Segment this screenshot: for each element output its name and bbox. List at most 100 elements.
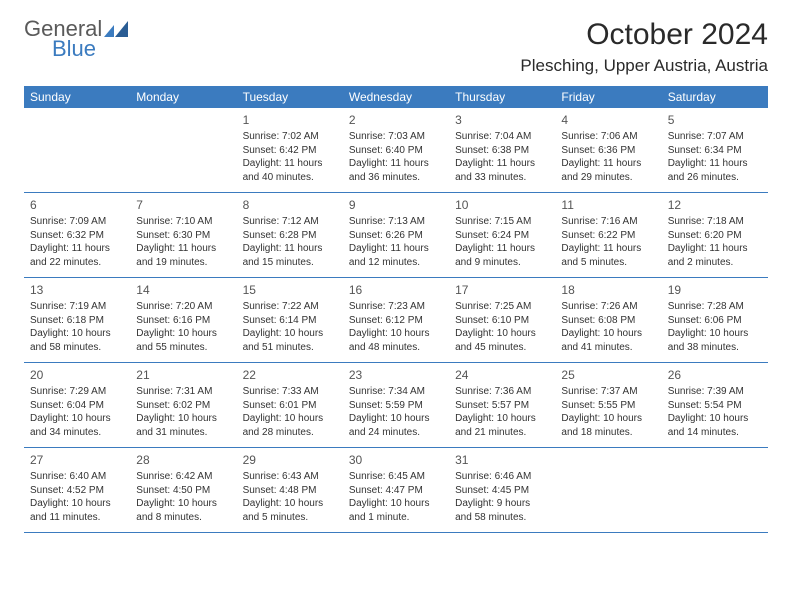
day-cell: 23Sunrise: 7:34 AMSunset: 5:59 PMDayligh…: [343, 363, 449, 447]
day-number: 29: [243, 452, 337, 468]
sunrise-line: Sunrise: 6:46 AM: [455, 470, 549, 484]
day-cell: 15Sunrise: 7:22 AMSunset: 6:14 PMDayligh…: [237, 278, 343, 362]
sunset-line: Sunset: 5:57 PM: [455, 399, 549, 413]
day-cell: 13Sunrise: 7:19 AMSunset: 6:18 PMDayligh…: [24, 278, 130, 362]
weeks: 1Sunrise: 7:02 AMSunset: 6:42 PMDaylight…: [24, 108, 768, 533]
sunrise-line: Sunrise: 7:15 AM: [455, 215, 549, 229]
sunset-line: Sunset: 6:42 PM: [243, 144, 337, 158]
weekday-label: Friday: [555, 86, 661, 108]
sunset-line: Sunset: 6:01 PM: [243, 399, 337, 413]
daylight-line: Daylight: 10 hours and 45 minutes.: [455, 327, 549, 354]
sunrise-line: Sunrise: 7:07 AM: [668, 130, 762, 144]
daylight-line: Daylight: 11 hours and 19 minutes.: [136, 242, 230, 269]
sunrise-line: Sunrise: 7:39 AM: [668, 385, 762, 399]
day-number: 20: [30, 367, 124, 383]
daylight-line: Daylight: 10 hours and 38 minutes.: [668, 327, 762, 354]
month-title: October 2024: [520, 18, 768, 52]
weekday-label: Tuesday: [237, 86, 343, 108]
header: General Blue October 2024 Plesching, Upp…: [24, 18, 768, 76]
logo: General Blue: [24, 18, 128, 60]
day-number: 11: [561, 197, 655, 213]
day-cell: 1 Sunrise: 7:02 AMSunset: 6:42 PMDaylight…: [237, 108, 343, 192]
sunset-line: Sunset: 6:36 PM: [561, 144, 655, 158]
day-cell: 31Sunrise: 6:46 AMSunset: 4:45 PMDayligh…: [449, 448, 555, 532]
sunset-line: Sunset: 6:18 PM: [30, 314, 124, 328]
daylight-line: Daylight: 11 hours and 5 minutes.: [561, 242, 655, 269]
day-cell: 11Sunrise: 7:16 AMSunset: 6:22 PMDayligh…: [555, 193, 661, 277]
sunset-line: Sunset: 6:26 PM: [349, 229, 443, 243]
day-cell: 24Sunrise: 7:36 AMSunset: 5:57 PMDayligh…: [449, 363, 555, 447]
day-cell: 5Sunrise: 7:07 AMSunset: 6:34 PMDaylight…: [662, 108, 768, 192]
sunrise-line: Sunrise: 7:37 AM: [561, 385, 655, 399]
sunrise-line: Sunrise: 6:42 AM: [136, 470, 230, 484]
week-row: 6Sunrise: 7:09 AMSunset: 6:32 PMDaylight…: [24, 192, 768, 277]
day-cell: 10Sunrise: 7:15 AMSunset: 6:24 PMDayligh…: [449, 193, 555, 277]
daylight-line: Daylight: 11 hours and 22 minutes.: [30, 242, 124, 269]
daylight-line: Daylight: 11 hours and 9 minutes.: [455, 242, 549, 269]
day-number: 7: [136, 197, 230, 213]
day-cell: 4Sunrise: 7:06 AMSunset: 6:36 PMDaylight…: [555, 108, 661, 192]
day-number: 22: [243, 367, 337, 383]
day-number: 21: [136, 367, 230, 383]
weekday-label: Thursday: [449, 86, 555, 108]
day-cell: 26Sunrise: 7:39 AMSunset: 5:54 PMDayligh…: [662, 363, 768, 447]
daylight-line: Daylight: 11 hours and 36 minutes.: [349, 157, 443, 184]
day-cell: 29Sunrise: 6:43 AMSunset: 4:48 PMDayligh…: [237, 448, 343, 532]
daylight-line: Daylight: 10 hours and 55 minutes.: [136, 327, 230, 354]
daylight-line: Daylight: 10 hours and 34 minutes.: [30, 412, 124, 439]
sunrise-line: Sunrise: 6:43 AM: [243, 470, 337, 484]
daylight-line: Daylight: 10 hours and 48 minutes.: [349, 327, 443, 354]
sunrise-line: Sunrise: 7:31 AM: [136, 385, 230, 399]
sunset-line: Sunset: 6:10 PM: [455, 314, 549, 328]
sunrise-line: Sunrise: 7:02 AM: [243, 130, 337, 144]
week-row: 1Sunrise: 7:02 AMSunset: 6:42 PMDaylight…: [24, 108, 768, 192]
day-cell: 27Sunrise: 6:40 AMSunset: 4:52 PMDayligh…: [24, 448, 130, 532]
sunrise-line: Sunrise: 7:12 AM: [243, 215, 337, 229]
sunset-line: Sunset: 6:16 PM: [136, 314, 230, 328]
day-cell: 19Sunrise: 7:28 AMSunset: 6:06 PMDayligh…: [662, 278, 768, 362]
location: Plesching, Upper Austria, Austria: [520, 56, 768, 76]
sunset-line: Sunset: 4:52 PM: [30, 484, 124, 498]
sunset-line: Sunset: 6:04 PM: [30, 399, 124, 413]
sunrise-line: Sunrise: 7:06 AM: [561, 130, 655, 144]
empty-cell: [555, 448, 661, 532]
daylight-line: Daylight: 11 hours and 40 minutes.: [243, 157, 337, 184]
daylight-line: Daylight: 10 hours and 51 minutes.: [243, 327, 337, 354]
sunset-line: Sunset: 6:08 PM: [561, 314, 655, 328]
day-cell: 6Sunrise: 7:09 AMSunset: 6:32 PMDaylight…: [24, 193, 130, 277]
day-cell: 30Sunrise: 6:45 AMSunset: 4:47 PMDayligh…: [343, 448, 449, 532]
day-number: 19: [668, 282, 762, 298]
sunrise-line: Sunrise: 7:18 AM: [668, 215, 762, 229]
sunrise-line: Sunrise: 7:10 AM: [136, 215, 230, 229]
day-number: 17: [455, 282, 549, 298]
sunset-line: Sunset: 6:24 PM: [455, 229, 549, 243]
empty-cell: [24, 108, 130, 192]
sunrise-line: Sunrise: 7:29 AM: [30, 385, 124, 399]
weekday-label: Monday: [130, 86, 236, 108]
daylight-line: Daylight: 10 hours and 1 minute.: [349, 497, 443, 524]
day-number: 4: [561, 112, 655, 128]
sunset-line: Sunset: 6:20 PM: [668, 229, 762, 243]
sunset-line: Sunset: 6:40 PM: [349, 144, 443, 158]
daylight-line: Daylight: 10 hours and 21 minutes.: [455, 412, 549, 439]
day-number: 1: [243, 112, 337, 128]
sunset-line: Sunset: 6:30 PM: [136, 229, 230, 243]
sunrise-line: Sunrise: 6:45 AM: [349, 470, 443, 484]
week-row: 20Sunrise: 7:29 AMSunset: 6:04 PMDayligh…: [24, 362, 768, 447]
sunrise-line: Sunrise: 7:26 AM: [561, 300, 655, 314]
day-number: 2: [349, 112, 443, 128]
sunset-line: Sunset: 6:32 PM: [30, 229, 124, 243]
daylight-line: Daylight: 10 hours and 28 minutes.: [243, 412, 337, 439]
week-row: 27Sunrise: 6:40 AMSunset: 4:52 PMDayligh…: [24, 447, 768, 532]
daylight-line: Daylight: 10 hours and 41 minutes.: [561, 327, 655, 354]
sunrise-line: Sunrise: 7:36 AM: [455, 385, 549, 399]
day-cell: 25Sunrise: 7:37 AMSunset: 5:55 PMDayligh…: [555, 363, 661, 447]
daylight-line: Daylight: 10 hours and 24 minutes.: [349, 412, 443, 439]
sunrise-line: Sunrise: 7:13 AM: [349, 215, 443, 229]
weekday-header: SundayMondayTuesdayWednesdayThursdayFrid…: [24, 86, 768, 108]
day-cell: 14Sunrise: 7:20 AMSunset: 6:16 PMDayligh…: [130, 278, 236, 362]
sunrise-line: Sunrise: 7:09 AM: [30, 215, 124, 229]
day-number: 30: [349, 452, 443, 468]
day-cell: 12Sunrise: 7:18 AMSunset: 6:20 PMDayligh…: [662, 193, 768, 277]
day-cell: 8Sunrise: 7:12 AMSunset: 6:28 PMDaylight…: [237, 193, 343, 277]
